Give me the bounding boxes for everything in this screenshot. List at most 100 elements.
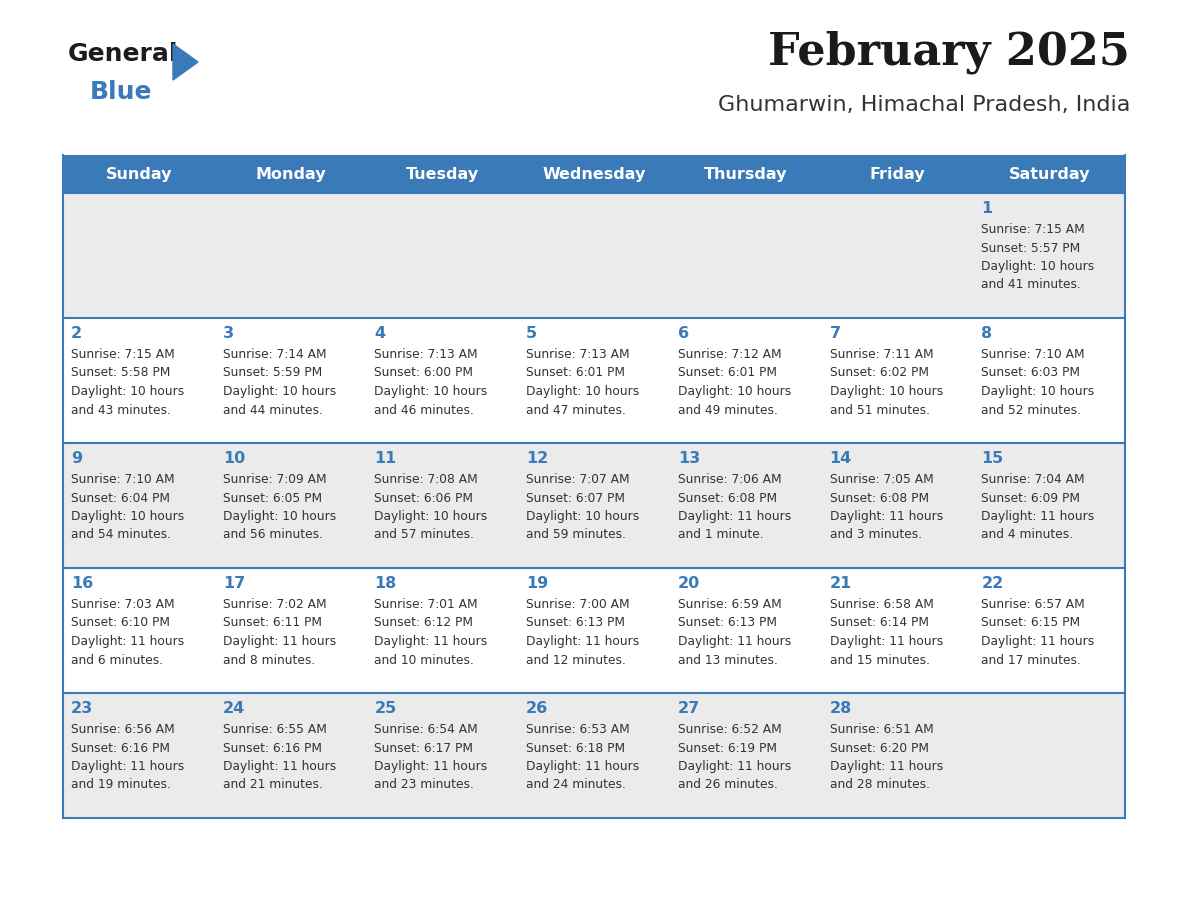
Text: Sunrise: 7:03 AM: Sunrise: 7:03 AM <box>71 598 175 611</box>
Text: Sunset: 6:08 PM: Sunset: 6:08 PM <box>678 491 777 505</box>
Text: Sunset: 5:57 PM: Sunset: 5:57 PM <box>981 241 1081 254</box>
Text: Sunrise: 6:57 AM: Sunrise: 6:57 AM <box>981 598 1085 611</box>
Text: 3: 3 <box>222 326 234 341</box>
Text: Sunrise: 7:08 AM: Sunrise: 7:08 AM <box>374 473 479 486</box>
Text: February 2025: February 2025 <box>769 30 1130 73</box>
Text: Sunset: 6:18 PM: Sunset: 6:18 PM <box>526 742 625 755</box>
Text: 1: 1 <box>981 201 992 216</box>
Text: Daylight: 11 hours: Daylight: 11 hours <box>829 510 943 523</box>
Text: Friday: Friday <box>870 166 925 182</box>
Text: 5: 5 <box>526 326 537 341</box>
Text: Blue: Blue <box>90 80 152 104</box>
Text: Daylight: 11 hours: Daylight: 11 hours <box>374 760 488 773</box>
Text: and 49 minutes.: and 49 minutes. <box>678 404 778 417</box>
Text: 6: 6 <box>678 326 689 341</box>
Text: Sunset: 6:16 PM: Sunset: 6:16 PM <box>71 742 170 755</box>
Text: Sunset: 6:02 PM: Sunset: 6:02 PM <box>829 366 929 379</box>
Text: Sunrise: 7:12 AM: Sunrise: 7:12 AM <box>678 348 782 361</box>
Text: Sunrise: 6:56 AM: Sunrise: 6:56 AM <box>71 723 175 736</box>
Text: Sunrise: 7:01 AM: Sunrise: 7:01 AM <box>374 598 478 611</box>
Text: Daylight: 11 hours: Daylight: 11 hours <box>526 760 639 773</box>
Text: Sunset: 5:59 PM: Sunset: 5:59 PM <box>222 366 322 379</box>
Text: Daylight: 11 hours: Daylight: 11 hours <box>678 635 791 648</box>
Bar <box>63 155 1125 193</box>
Bar <box>63 568 1125 693</box>
Text: Sunset: 6:10 PM: Sunset: 6:10 PM <box>71 617 170 630</box>
Text: Daylight: 10 hours: Daylight: 10 hours <box>71 385 184 398</box>
Text: 23: 23 <box>71 701 93 716</box>
Text: and 26 minutes.: and 26 minutes. <box>678 778 778 791</box>
Bar <box>63 193 1125 318</box>
Text: Daylight: 11 hours: Daylight: 11 hours <box>71 760 184 773</box>
Text: Sunrise: 6:58 AM: Sunrise: 6:58 AM <box>829 598 934 611</box>
Text: Sunrise: 6:51 AM: Sunrise: 6:51 AM <box>829 723 934 736</box>
Text: Sunset: 6:19 PM: Sunset: 6:19 PM <box>678 742 777 755</box>
Text: Sunrise: 7:13 AM: Sunrise: 7:13 AM <box>374 348 478 361</box>
Text: and 43 minutes.: and 43 minutes. <box>71 404 171 417</box>
Text: 27: 27 <box>678 701 700 716</box>
Text: and 1 minute.: and 1 minute. <box>678 529 764 542</box>
Text: Sunday: Sunday <box>106 166 172 182</box>
Text: Wednesday: Wednesday <box>542 166 646 182</box>
Text: and 21 minutes.: and 21 minutes. <box>222 778 323 791</box>
Text: Thursday: Thursday <box>704 166 788 182</box>
Text: Sunset: 5:58 PM: Sunset: 5:58 PM <box>71 366 170 379</box>
Text: Sunset: 6:03 PM: Sunset: 6:03 PM <box>981 366 1080 379</box>
Text: and 19 minutes.: and 19 minutes. <box>71 778 171 791</box>
Text: 20: 20 <box>678 576 700 591</box>
Text: 25: 25 <box>374 701 397 716</box>
Text: 24: 24 <box>222 701 245 716</box>
Text: 7: 7 <box>829 326 841 341</box>
Text: Sunrise: 7:02 AM: Sunrise: 7:02 AM <box>222 598 327 611</box>
Text: Daylight: 11 hours: Daylight: 11 hours <box>981 635 1094 648</box>
Text: 28: 28 <box>829 701 852 716</box>
Bar <box>63 693 1125 818</box>
Text: and 52 minutes.: and 52 minutes. <box>981 404 1081 417</box>
Text: 17: 17 <box>222 576 245 591</box>
Text: Sunset: 6:12 PM: Sunset: 6:12 PM <box>374 617 474 630</box>
Text: Daylight: 11 hours: Daylight: 11 hours <box>222 760 336 773</box>
Text: Sunset: 6:16 PM: Sunset: 6:16 PM <box>222 742 322 755</box>
Text: and 23 minutes.: and 23 minutes. <box>374 778 474 791</box>
Text: 22: 22 <box>981 576 1004 591</box>
Text: Sunrise: 7:14 AM: Sunrise: 7:14 AM <box>222 348 327 361</box>
Text: 10: 10 <box>222 451 245 466</box>
Text: 9: 9 <box>71 451 82 466</box>
Text: 21: 21 <box>829 576 852 591</box>
Text: Sunrise: 7:13 AM: Sunrise: 7:13 AM <box>526 348 630 361</box>
Text: and 28 minutes.: and 28 minutes. <box>829 778 929 791</box>
Text: and 3 minutes.: and 3 minutes. <box>829 529 922 542</box>
Text: Sunset: 6:07 PM: Sunset: 6:07 PM <box>526 491 625 505</box>
Text: and 54 minutes.: and 54 minutes. <box>71 529 171 542</box>
Text: Sunset: 6:11 PM: Sunset: 6:11 PM <box>222 617 322 630</box>
Text: Daylight: 11 hours: Daylight: 11 hours <box>678 760 791 773</box>
Text: Sunrise: 6:55 AM: Sunrise: 6:55 AM <box>222 723 327 736</box>
Text: and 10 minutes.: and 10 minutes. <box>374 654 474 666</box>
Text: and 41 minutes.: and 41 minutes. <box>981 278 1081 292</box>
Text: and 15 minutes.: and 15 minutes. <box>829 654 929 666</box>
Text: Sunset: 6:01 PM: Sunset: 6:01 PM <box>678 366 777 379</box>
Text: Sunrise: 7:10 AM: Sunrise: 7:10 AM <box>71 473 175 486</box>
Text: Sunset: 6:05 PM: Sunset: 6:05 PM <box>222 491 322 505</box>
Text: Daylight: 11 hours: Daylight: 11 hours <box>678 510 791 523</box>
Text: Sunset: 6:15 PM: Sunset: 6:15 PM <box>981 617 1080 630</box>
Text: 14: 14 <box>829 451 852 466</box>
Text: 26: 26 <box>526 701 549 716</box>
Text: Ghumarwin, Himachal Pradesh, India: Ghumarwin, Himachal Pradesh, India <box>718 95 1130 115</box>
Text: and 4 minutes.: and 4 minutes. <box>981 529 1074 542</box>
Text: Daylight: 10 hours: Daylight: 10 hours <box>374 385 488 398</box>
Text: and 6 minutes.: and 6 minutes. <box>71 654 163 666</box>
Text: 15: 15 <box>981 451 1004 466</box>
Text: Sunrise: 6:53 AM: Sunrise: 6:53 AM <box>526 723 630 736</box>
Text: Saturday: Saturday <box>1009 166 1089 182</box>
Text: 16: 16 <box>71 576 93 591</box>
Text: Daylight: 10 hours: Daylight: 10 hours <box>526 385 639 398</box>
Text: Daylight: 10 hours: Daylight: 10 hours <box>678 385 791 398</box>
Text: and 47 minutes.: and 47 minutes. <box>526 404 626 417</box>
Text: Sunset: 6:13 PM: Sunset: 6:13 PM <box>526 617 625 630</box>
Text: Daylight: 10 hours: Daylight: 10 hours <box>71 510 184 523</box>
Text: and 51 minutes.: and 51 minutes. <box>829 404 929 417</box>
Text: Daylight: 10 hours: Daylight: 10 hours <box>981 385 1094 398</box>
Text: Sunrise: 7:09 AM: Sunrise: 7:09 AM <box>222 473 327 486</box>
Text: Sunrise: 7:15 AM: Sunrise: 7:15 AM <box>981 223 1085 236</box>
